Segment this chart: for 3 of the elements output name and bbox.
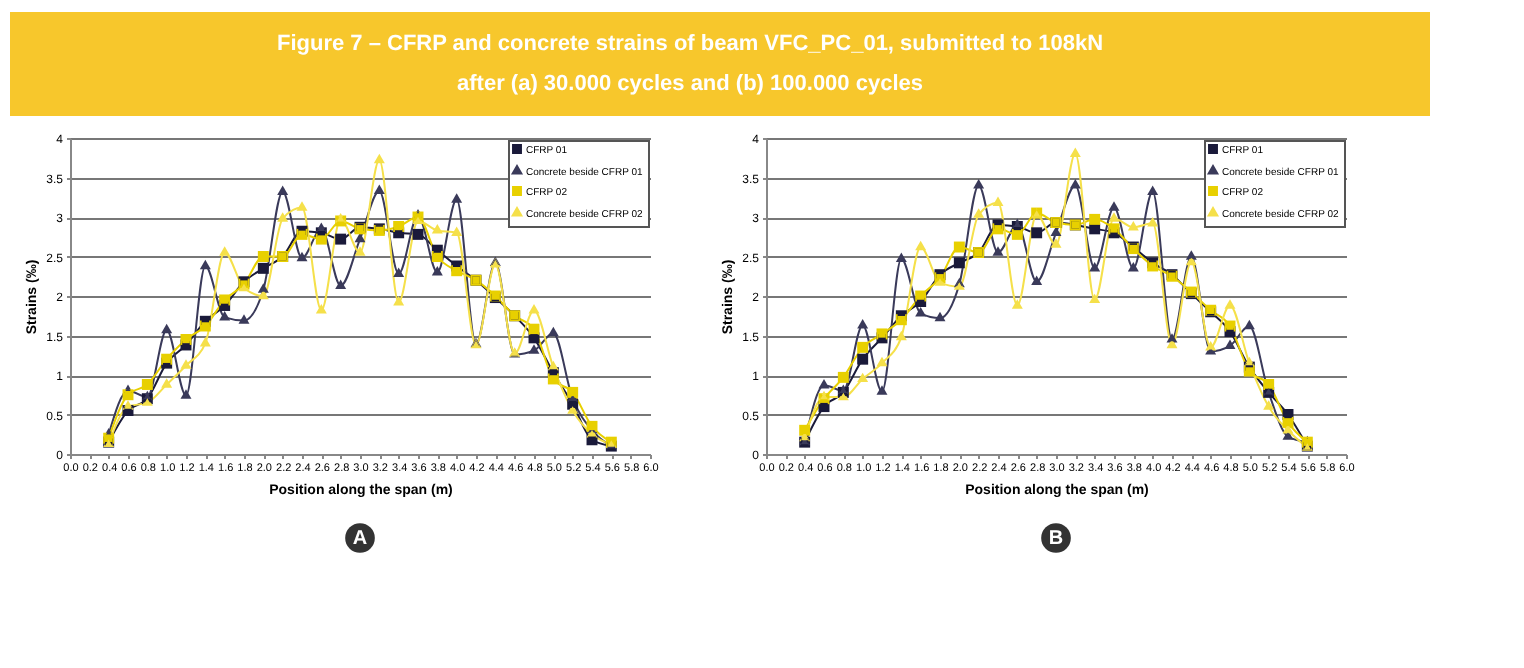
chart-title: Figure 7 – CFRP and concrete strains of beam VFC_PC_01, submitted to 108kN after (a) 30.000 cycles and (b) 100.000 cycles [276, 32, 1104, 96]
text: B [1048, 528, 1064, 550]
text: A [352, 528, 368, 550]
